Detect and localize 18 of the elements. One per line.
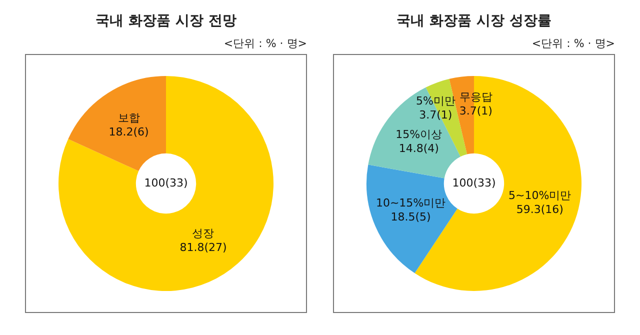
text: <단위 : % · 명> — [532, 36, 615, 51]
data-label: 81.8(27) — [180, 241, 227, 254]
slice-label: 성장 — [192, 227, 214, 240]
slice-label: 무응답 — [459, 90, 492, 104]
data-label: 18.5(5) — [390, 210, 431, 224]
slice-label: 15%이상 — [396, 128, 442, 142]
text: 100(33) — [144, 176, 188, 190]
chart-title: 국내 화장품 시장 전망 — [94, 12, 238, 30]
slice-label: 10~15%미만 — [376, 196, 446, 210]
text: 100(33) — [452, 176, 496, 190]
data-label: 3.7(1) — [459, 104, 492, 118]
slice-label: 보합 — [118, 112, 140, 124]
slice-label: 5~10%미만 — [508, 189, 572, 202]
data-label: 59.3(16) — [516, 203, 564, 216]
text: <단위 : % · 명> — [224, 36, 307, 51]
data-label: 14.8(4) — [398, 142, 439, 156]
chart-title: 국내 화장품 시장 성장률 — [396, 12, 552, 30]
data-label: 18.2(6) — [108, 126, 149, 138]
